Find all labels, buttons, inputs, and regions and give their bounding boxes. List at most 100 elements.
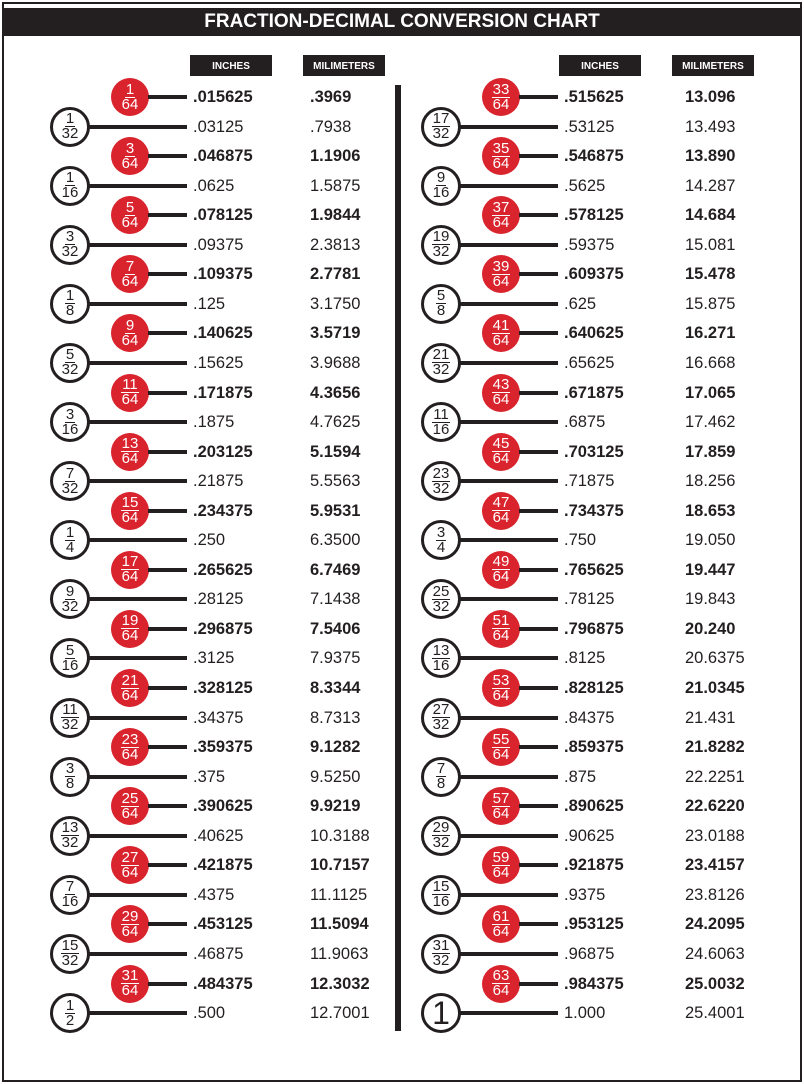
fraction-circle: 47 64 [482,491,520,530]
fraction-numerator: 9 [64,582,76,600]
fraction-numerator: 17 [120,553,140,571]
fraction-numerator: 63 [491,967,511,984]
leader-line [148,981,187,986]
inches-value: .890625 [564,797,624,816]
table-row: 7 32 .21875 5.5563 [0,461,402,502]
fraction-circle: 27 32 [421,697,461,738]
fraction-numerator: 21 [431,346,451,364]
millimeters-value: 13.890 [685,147,736,166]
inches-value: .65625 [564,353,615,372]
leader-line [460,774,558,779]
fraction-circle: 39 64 [482,255,520,294]
millimeters-value: 6.3500 [310,531,361,550]
millimeters-value: 5.9531 [310,501,361,520]
table-row: 7 16 .4375 11.1125 [0,874,402,915]
table-row: 1 64 .015625 .3969 [0,78,402,116]
leader-line [89,183,187,188]
fraction-denominator: 64 [492,627,510,645]
inches-value: .15625 [193,353,244,372]
inches-value: .515625 [564,88,624,106]
fraction-circle: 7 16 [50,874,90,915]
fraction-denominator: 64 [492,391,510,408]
fraction-numerator: 7 [64,464,76,482]
fraction-numerator: 45 [491,435,511,453]
leader-line [89,301,187,306]
fraction-denominator: 32 [432,597,450,615]
leader-line [148,213,187,218]
fraction-denominator: 64 [492,213,510,231]
leader-line [148,686,187,690]
fraction-numerator: 39 [491,257,511,275]
fraction-circle: 7 64 [111,255,149,294]
millimeters-value: 8.7313 [310,708,361,727]
millimeters-value: 11.1125 [310,885,368,904]
table-row: 5 8 .625 15.875 [371,283,773,324]
table-row: 31 32 .96875 24.6063 [371,933,773,974]
table-row: 13 64 .203125 5.1594 [0,432,402,471]
leader-line [460,242,558,247]
fraction-numerator: 5 [64,346,76,364]
fraction-circle: 13 16 [421,638,461,679]
leader-line [460,892,558,897]
fraction-denominator: 64 [492,982,510,999]
inches-value: .59375 [564,235,615,254]
fraction-circle: 21 32 [421,342,461,383]
leader-line [148,154,187,159]
inches-value: .671875 [564,383,624,402]
fraction-circle: 11 64 [111,373,149,412]
millimeters-value: 24.2095 [685,915,745,934]
fraction-numerator: 15 [60,937,80,955]
header-millimeters-left: MILIMETERS [303,55,385,76]
table-row: 13 32 .40625 10.3188 [0,815,402,856]
fraction-numerator: 11 [432,405,450,423]
inches-value: .609375 [564,265,624,284]
fraction-numerator: 23 [431,464,451,482]
inches-value: .578125 [564,206,624,225]
fraction-denominator: 64 [121,982,139,999]
fraction-numerator: 31 [120,967,140,984]
fraction-denominator: 4 [65,538,75,556]
fraction-denominator: 64 [121,272,139,290]
millimeters-value: 19.050 [685,531,736,550]
fraction-denominator: 64 [492,509,510,527]
table-row: 55 64 .859375 21.8282 [371,728,773,767]
leader-line [148,626,187,631]
table-row: 7 64 .109375 2.7781 [0,255,402,294]
inches-value: .140625 [193,324,253,343]
fraction-denominator: 32 [432,125,450,143]
millimeters-value: 2.7781 [310,265,361,284]
fraction-numerator: 13 [60,819,80,837]
leader-line [148,745,187,750]
table-row: 5 32 .15625 3.9688 [0,342,402,383]
fraction-circle: 1 [421,993,461,1034]
fraction-denominator: 16 [432,656,450,674]
fraction-circle: 11 32 [50,697,90,738]
inches-value: .859375 [564,738,624,757]
fraction-numerator: 1 [64,996,76,1014]
fraction-denominator: 64 [121,331,139,349]
table-row: 1 8 .125 3.1750 [0,283,402,324]
fraction-numerator: 9 [435,169,447,187]
fraction-numerator: 51 [491,612,511,630]
fraction-numerator: 5 [435,287,447,305]
leader-line [519,686,558,690]
table-row: 1 2 .500 12.7001 [0,993,402,1034]
inches-value: .96875 [564,944,615,963]
fraction-numerator: 7 [435,760,447,778]
fraction-circle: 17 32 [421,106,461,147]
leader-line [519,981,558,986]
millimeters-value: 9.5250 [310,767,361,786]
leader-line [89,420,187,425]
fraction-numerator: 41 [491,316,511,334]
fraction-circle: 53 64 [482,669,520,707]
leader-line [148,272,187,277]
fraction-circle: 59 64 [482,846,520,885]
leader-line [89,479,187,484]
fraction-numerator: 53 [491,671,511,689]
millimeters-value: 9.1282 [310,738,361,757]
inches-value: .71875 [564,472,615,491]
inches-value: .328125 [193,679,253,697]
leader-line [519,154,558,159]
leader-line [460,538,558,543]
